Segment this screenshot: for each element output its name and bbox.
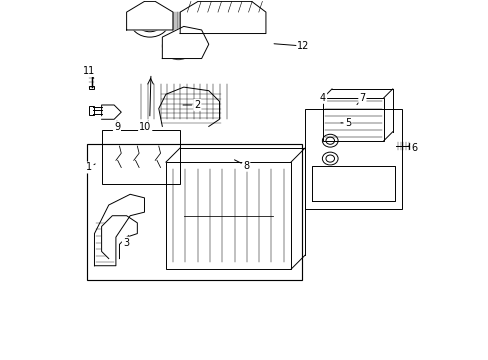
Text: 6: 6 (410, 143, 416, 153)
Polygon shape (180, 1, 265, 33)
Text: 3: 3 (122, 238, 129, 248)
Text: 9: 9 (114, 122, 120, 132)
Bar (89, 106, 94, 115)
Text: 2: 2 (194, 100, 200, 110)
Polygon shape (94, 194, 144, 266)
Bar (305, 109, 401, 208)
Bar (408, 143, 412, 149)
Text: 12: 12 (297, 41, 309, 51)
Text: 1: 1 (86, 162, 92, 172)
Text: 7: 7 (359, 93, 365, 103)
Polygon shape (312, 166, 394, 202)
Polygon shape (159, 87, 219, 126)
Text: 5: 5 (344, 118, 350, 128)
Bar (323, 98, 383, 141)
Bar (165, 162, 290, 269)
Bar (87, 144, 301, 280)
Polygon shape (162, 26, 208, 59)
Bar (102, 130, 180, 184)
Text: 4: 4 (319, 93, 325, 103)
Polygon shape (102, 216, 137, 258)
Polygon shape (126, 1, 173, 30)
Bar (89, 86, 94, 89)
Text: 11: 11 (83, 66, 95, 76)
Text: 8: 8 (243, 161, 249, 171)
Polygon shape (102, 105, 121, 119)
Text: 10: 10 (139, 122, 151, 132)
